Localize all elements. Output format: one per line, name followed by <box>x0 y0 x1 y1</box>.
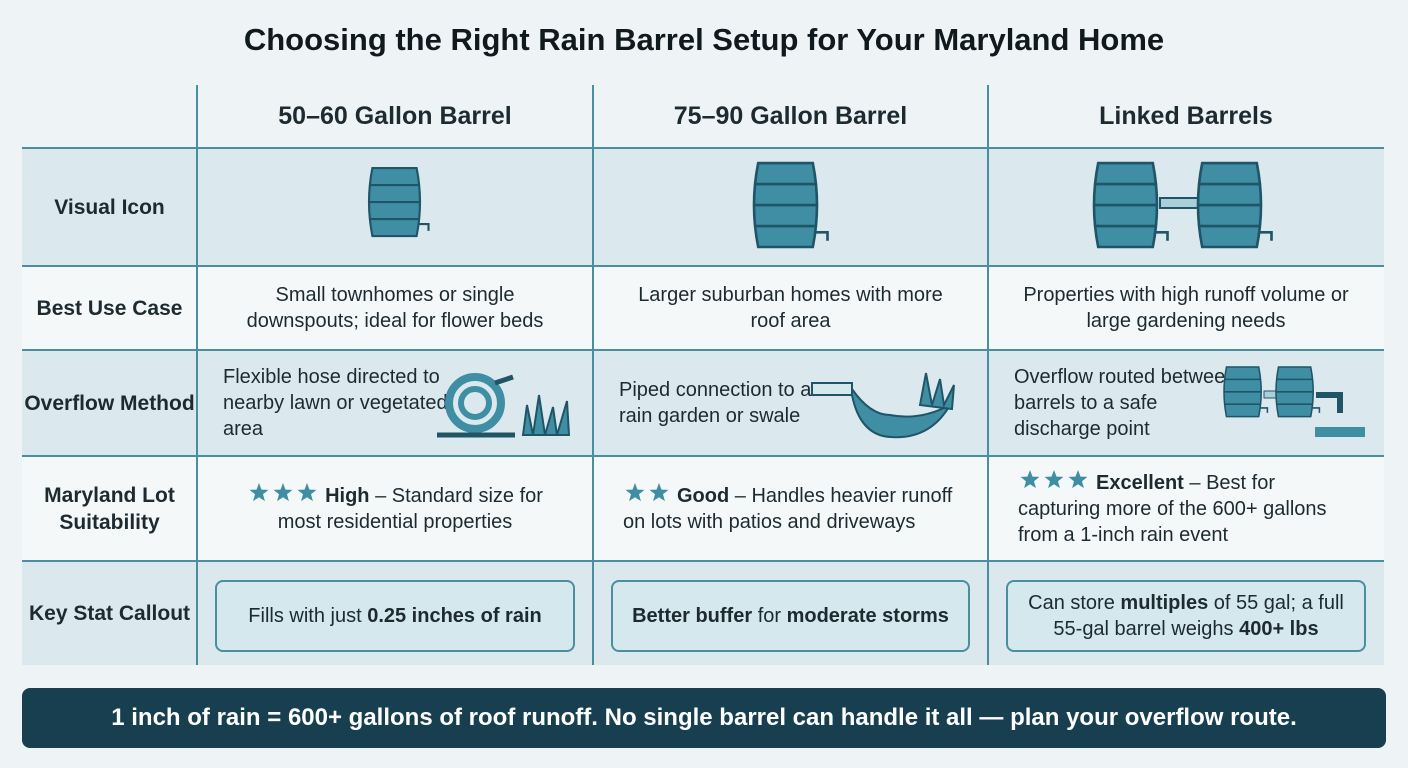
row-label: Key Stat Callout <box>28 601 191 625</box>
column-divider <box>592 85 594 665</box>
text: High <box>325 485 370 507</box>
suitability-text: Excellent – Best for capturing more of t… <box>1018 469 1354 548</box>
cell: High – Standard size for most residentia… <box>197 456 593 561</box>
cell: Overflow routed between barrels to a saf… <box>988 350 1384 456</box>
text: moderate storms <box>786 605 949 627</box>
row-divider <box>22 147 1384 149</box>
text: 0.25 inches of rain <box>367 605 542 627</box>
row-divider <box>22 455 1384 457</box>
icon <box>435 365 575 440</box>
icon-graphic <box>752 161 829 249</box>
icon <box>365 165 445 250</box>
cell: Excellent – Best for capturing more of t… <box>988 456 1384 561</box>
text: 400+ lbs <box>1239 618 1319 640</box>
text: Flexible hose directed to nearby lawn or… <box>223 366 448 440</box>
star <box>649 483 669 502</box>
cell: Flexible hose directed to nearby lawn or… <box>197 350 593 456</box>
star <box>1044 470 1064 489</box>
row-background <box>22 350 1384 456</box>
icon-graphic <box>1092 161 1273 249</box>
text: Fills with just <box>248 605 362 627</box>
star-rating <box>1020 470 1088 489</box>
row-background <box>22 456 1384 561</box>
column-header: 75–90 Gallon Barrel <box>673 102 908 130</box>
row-label: Overflow Method <box>24 391 195 415</box>
icon <box>1220 365 1370 445</box>
cell: Properties with high runoff volume or la… <box>988 266 1384 350</box>
stat-callout: Can store multiples of 55 gal; a full 55… <box>1006 580 1366 652</box>
title: Choosing the Right Rain Barrel Setup for… <box>243 22 1165 57</box>
star-rating <box>625 483 669 502</box>
text: Overflow routed between barrels to a saf… <box>1014 366 1237 440</box>
cell: Small townhomes or single downspouts; id… <box>197 266 593 350</box>
text: for <box>757 605 782 627</box>
icon-graphic <box>1223 366 1365 437</box>
text: Good <box>677 485 730 507</box>
star <box>249 483 269 502</box>
star <box>297 483 317 502</box>
cell: Good – Handles heavier runoff on lots wi… <box>593 456 988 561</box>
row-background <box>22 266 1384 350</box>
suitability-text: Good – Handles heavier runoff on lots wi… <box>623 482 958 535</box>
text: Small townhomes or single downspouts; id… <box>246 284 544 332</box>
text: Excellent <box>1096 472 1184 494</box>
text: Piped connection to a rain garden or swa… <box>619 379 812 427</box>
icon <box>750 160 845 255</box>
star <box>1068 470 1088 489</box>
row-label: Visual Icon <box>54 195 165 219</box>
text: – Handles heavier runoff on lots with pa… <box>623 485 953 533</box>
text: – Standard size for most residential pro… <box>277 485 543 533</box>
text: multiples <box>1120 592 1209 614</box>
cell: Larger suburban homes with more roof are… <box>593 266 988 350</box>
text: of 55 gal; a full 55-gal barrel weighs <box>1053 592 1344 640</box>
star <box>625 483 645 502</box>
text: Properties with high runoff volume or la… <box>1023 284 1349 332</box>
icon-graphic <box>811 372 955 439</box>
star <box>1020 470 1040 489</box>
star <box>273 483 293 502</box>
icon <box>1090 160 1290 255</box>
text: Better buffer <box>632 605 753 627</box>
row-divider <box>22 349 1384 351</box>
icon-graphic <box>367 166 430 238</box>
row-divider <box>22 265 1384 267</box>
column-header: Linked Barrels <box>1099 102 1273 130</box>
column-divider <box>196 85 198 665</box>
footer-banner: 1 inch of rain = 600+ gallons of roof ru… <box>22 688 1386 748</box>
stat-callout: Better buffer for moderate storms <box>611 580 970 652</box>
text: Larger suburban homes with more roof are… <box>638 284 943 332</box>
suitability-text: High – Standard size for most residentia… <box>227 482 563 535</box>
cell: Piped connection to a rain garden or swa… <box>593 350 988 456</box>
stat-callout: Fills with just 0.25 inches of rain <box>215 580 575 652</box>
row-label: Best Use Case <box>36 296 183 320</box>
icon-graphic <box>437 373 571 438</box>
row-divider <box>22 560 1384 562</box>
icon <box>810 365 965 445</box>
column-header: 50–60 Gallon Barrel <box>278 102 512 130</box>
text: Can store <box>1028 592 1115 614</box>
row-label: Maryland Lot Suitability <box>44 483 175 534</box>
text: – Best for capturing more of the 600+ ga… <box>1018 472 1327 546</box>
column-divider <box>987 85 989 665</box>
star-rating <box>249 483 317 502</box>
